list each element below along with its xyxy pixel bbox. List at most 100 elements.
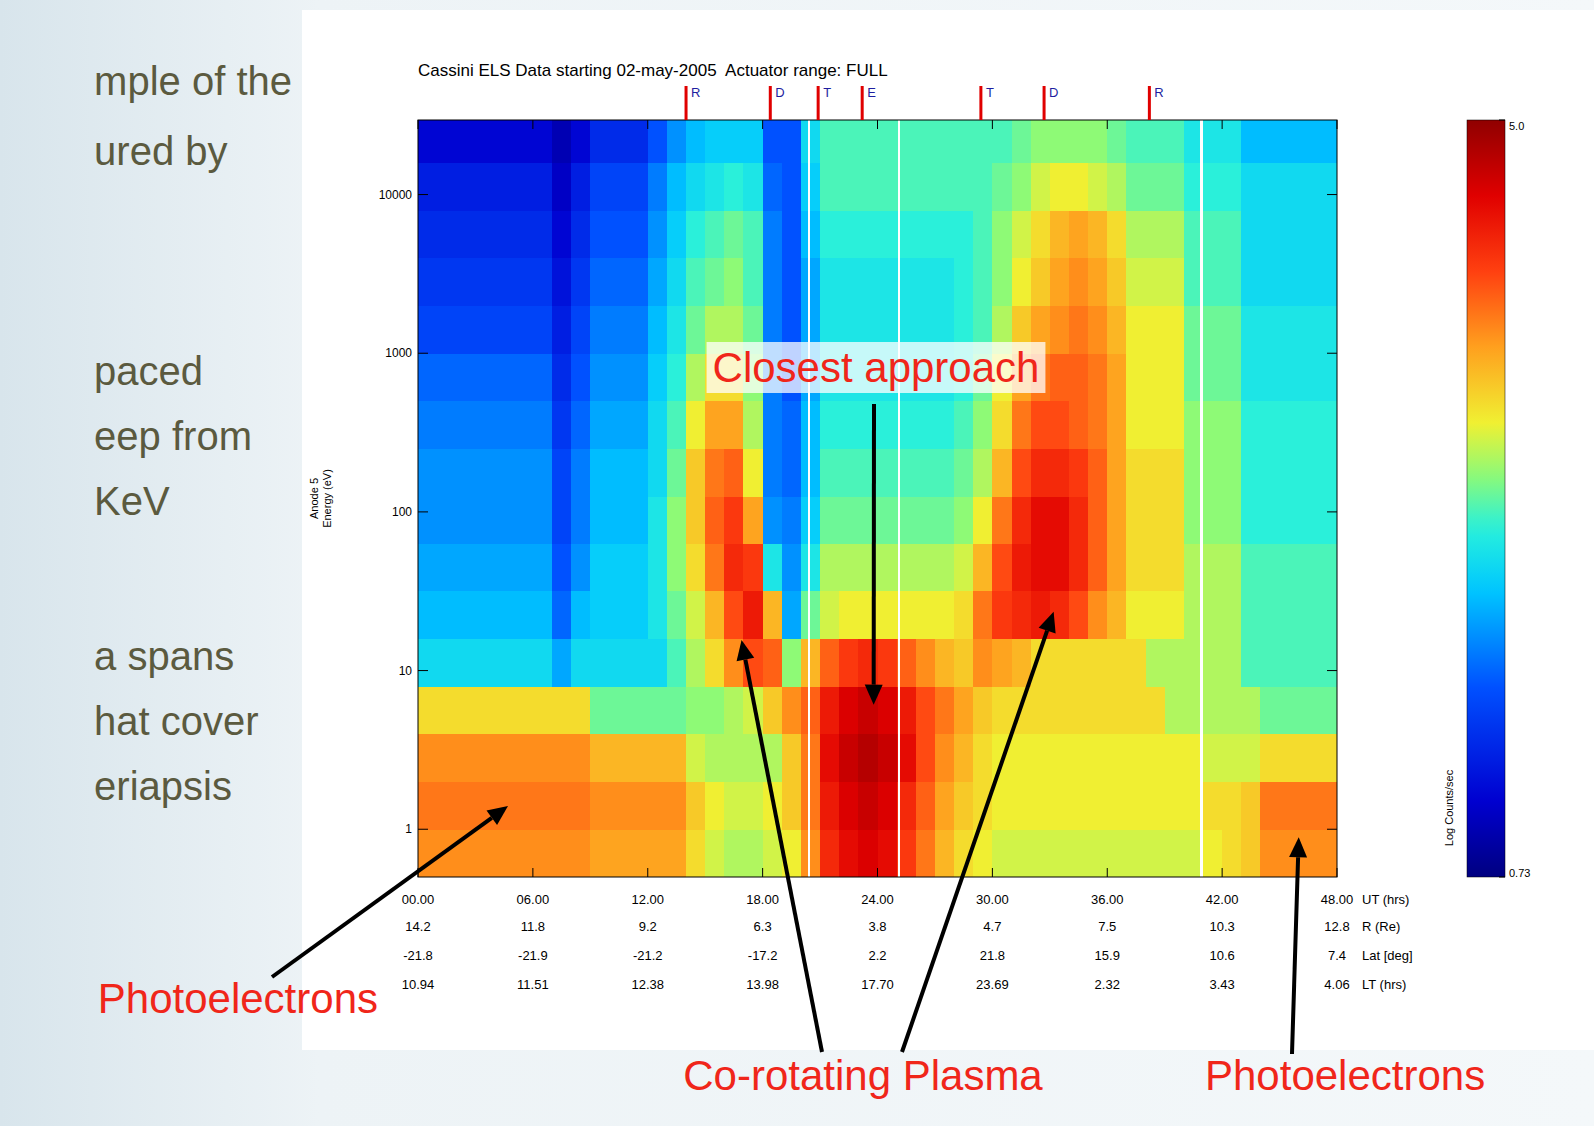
heat-cell: [916, 734, 936, 782]
heat-cell: [935, 496, 955, 544]
heat-cell: [418, 120, 438, 163]
heat-cell: [954, 258, 974, 306]
heat-cell: [495, 401, 515, 449]
heat-cell: [878, 544, 898, 591]
heat-cell: [1222, 781, 1242, 829]
heat-cell: [629, 734, 649, 782]
heat-cell: [763, 120, 783, 163]
heat-cell: [1031, 734, 1051, 782]
heat-cell: [801, 162, 821, 210]
heat-cell: [705, 120, 725, 163]
heat-cell: [954, 638, 974, 686]
heat-cell: [514, 686, 534, 734]
moon-marker: [1043, 86, 1046, 120]
moon-marker-label: T: [823, 85, 831, 100]
x-axis-title: UT (hrs): [1362, 892, 1409, 907]
heat-cell: [629, 686, 649, 734]
heat-cell: [1031, 401, 1051, 449]
x-tick: [647, 120, 648, 129]
heat-cell: [629, 638, 649, 686]
heat-cell: [973, 120, 993, 163]
y-tick-label: 10000: [379, 188, 413, 202]
annotation-patch: [707, 342, 1046, 393]
heat-cell: [1088, 120, 1108, 163]
heat-cell: [1203, 686, 1223, 734]
heat-cell: [571, 781, 591, 829]
heat-cell: [552, 638, 572, 686]
arrow-head: [487, 806, 508, 825]
data-gap: [898, 120, 901, 877]
heat-cell: [514, 120, 534, 163]
heat-cell: [1050, 638, 1070, 686]
heat-cell: [839, 829, 859, 877]
y-tick: [1327, 194, 1337, 195]
heat-cell: [839, 162, 859, 210]
x-tick-label: 36.00: [1091, 892, 1124, 907]
heatmap: [418, 120, 1337, 877]
heat-cell: [992, 590, 1012, 638]
heat-cell: [1241, 734, 1261, 782]
heat-cell: [1031, 781, 1051, 829]
heat-cell: [418, 544, 438, 591]
heat-cell: [705, 686, 725, 734]
heat-cell: [1241, 401, 1261, 449]
heat-cell: [1126, 353, 1146, 401]
heat-cell: [437, 590, 457, 638]
heat-cell: [667, 353, 687, 401]
heat-cell: [571, 353, 591, 401]
heat-cell: [1012, 734, 1032, 782]
y-axis-title: Anode 5Energy (eV): [308, 469, 333, 528]
heat-cell: [686, 686, 706, 734]
heat-cell: [437, 638, 457, 686]
heat-cell: [1107, 258, 1127, 306]
heat-cell: [514, 401, 534, 449]
heat-cell: [495, 544, 515, 591]
heat-cell: [1069, 590, 1089, 638]
background: [0, 0, 1594, 1126]
heat-cell: [1318, 590, 1337, 638]
heat-cell: [954, 448, 974, 496]
heat-cell: [609, 590, 629, 638]
heat-cell: [552, 353, 572, 401]
heat-cell: [1012, 496, 1032, 544]
heat-cell: [1050, 686, 1070, 734]
heat-cell: [1107, 496, 1127, 544]
heat-cell: [1069, 120, 1089, 163]
heat-cell: [1088, 401, 1108, 449]
heat-cell: [878, 210, 898, 258]
heat-cell: [1203, 162, 1223, 210]
heat-cell: [1012, 829, 1032, 877]
heat-cell: [954, 496, 974, 544]
heat-cell: [1241, 781, 1261, 829]
heat-cell: [437, 305, 457, 353]
heat-cell: [590, 734, 610, 782]
heat-cell: [992, 258, 1012, 306]
heat-cell: [1107, 638, 1127, 686]
heat-cell: [667, 210, 687, 258]
heat-cell: [456, 353, 476, 401]
heat-cell: [935, 258, 955, 306]
heat-cell: [1088, 544, 1108, 591]
heat-cell: [1012, 401, 1032, 449]
heat-cell: [571, 638, 591, 686]
heat-cell: [1165, 401, 1185, 449]
y-tick-label: 10: [399, 664, 413, 678]
heat-cell: [1299, 401, 1319, 449]
annotation: Closest approach: [713, 344, 1040, 391]
heat-cell: [495, 162, 515, 210]
heat-cell: [878, 401, 898, 449]
heat-cell: [609, 496, 629, 544]
heat-cell: [456, 544, 476, 591]
heat-cell: [1280, 781, 1300, 829]
heat-cell: [763, 590, 783, 638]
heat-cell: [1107, 781, 1127, 829]
heat-cell: [1165, 590, 1185, 638]
heat-cell: [782, 120, 802, 163]
heat-cell: [801, 544, 821, 591]
arrow-head: [1039, 612, 1056, 634]
heat-cell: [1069, 734, 1089, 782]
heat-cell: [973, 448, 993, 496]
heat-cell: [992, 210, 1012, 258]
arrow-head: [737, 640, 755, 661]
heat-cell: [820, 829, 840, 877]
